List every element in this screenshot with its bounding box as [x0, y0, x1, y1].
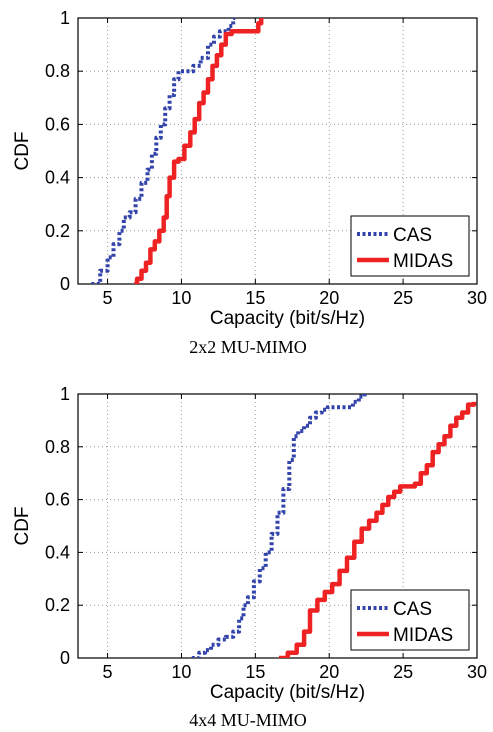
y-tick-label: 0.8 [45, 437, 70, 457]
x-tick-label: 20 [319, 288, 339, 308]
y-tick-label: 0.8 [45, 61, 70, 81]
y-tick-label: 0.6 [45, 490, 70, 510]
series-line-midas [279, 401, 477, 658]
y-tick-label: 0 [60, 648, 70, 668]
x-tick-label: 5 [103, 662, 113, 682]
legend-label-midas: MIDAS [393, 625, 453, 646]
chart-caption: 2x2 MU-MIMO [189, 337, 307, 357]
plot-area-frame [77, 393, 478, 659]
legend-label-midas: MIDAS [393, 251, 453, 272]
x-tick-label: 15 [245, 288, 265, 308]
x-axis-label: Capacity (bit/s/Hz) [210, 308, 365, 329]
y-tick-label: 0.4 [45, 168, 70, 188]
y-axis-label: CDF [12, 506, 33, 545]
legend-box [350, 215, 470, 277]
y-tick-label: 1 [60, 384, 70, 404]
y-axis-label: CDF [12, 131, 33, 170]
y-tick-label: 1 [60, 8, 70, 28]
legend-label-cas: CAS [393, 225, 432, 246]
x-tick-label: 10 [171, 288, 191, 308]
x-tick-label: 25 [393, 288, 413, 308]
legend-label-cas: CAS [393, 599, 432, 620]
y-tick-label: 0.6 [45, 114, 70, 134]
x-tick-label: 15 [245, 662, 265, 682]
y-tick-label: 0.2 [45, 221, 70, 241]
chart-1: 5 10 15 20 25 30 0 0.2 0.4 0.6 0.8 1 Capacity (bit/s… [12, 8, 487, 357]
y-tick-label: 0 [60, 274, 70, 294]
x-axis-label: Capacity (bit/s/Hz) [210, 682, 365, 703]
chart-caption: 4x4 MU-MIMO [189, 710, 307, 730]
x-tick-label: 20 [319, 662, 339, 682]
plot-area-frame [77, 17, 478, 285]
y-tick-label: 0.2 [45, 595, 70, 615]
series-line-midas [134, 18, 264, 284]
series-line-cas [91, 18, 238, 284]
series-line-cas [191, 394, 367, 658]
y-tick-label: 0.4 [45, 542, 70, 562]
x-tick-label: 25 [393, 662, 413, 682]
x-tick-label: 30 [467, 662, 487, 682]
legend-box [350, 589, 470, 651]
x-tick-label: 10 [171, 662, 191, 682]
x-tick-label: 30 [467, 288, 487, 308]
chart-2: 5 10 15 20 25 30 0 0.2 0.4 0.6 0.8 1 Capacity (bit/s… [12, 384, 487, 730]
x-tick-label: 5 [103, 288, 113, 308]
